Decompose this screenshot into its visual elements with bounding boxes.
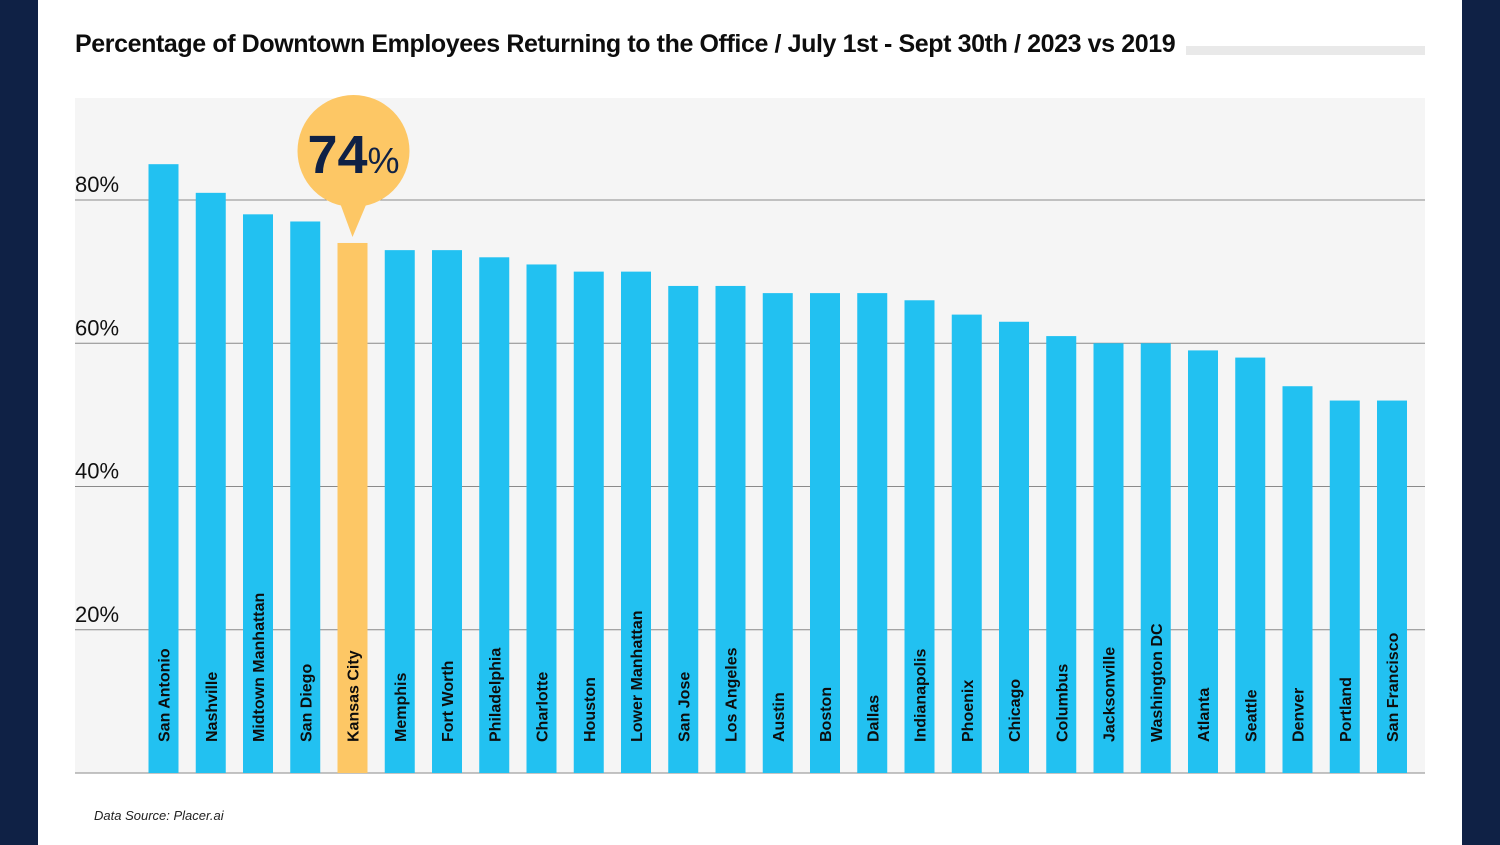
bar <box>762 293 793 773</box>
bar <box>715 285 746 773</box>
category-label: San Diego <box>298 664 315 742</box>
bar <box>1377 400 1407 773</box>
category-label: Indianapolis <box>913 649 930 742</box>
category-label: Denver <box>1291 688 1308 742</box>
bar <box>243 214 273 773</box>
bar <box>904 300 935 773</box>
category-label: San Jose <box>676 672 693 742</box>
bar <box>573 271 604 773</box>
category-label: Portland <box>1338 677 1355 742</box>
bar <box>1046 336 1077 773</box>
bar <box>148 164 179 773</box>
category-label: Austin <box>771 692 788 742</box>
category-label: Los Angeles <box>724 647 741 742</box>
bar <box>384 250 415 773</box>
chart-title: Percentage of Downtown Employees Returni… <box>75 30 1176 58</box>
y-tick-label: 20% <box>75 602 119 627</box>
category-label: Dallas <box>865 695 882 742</box>
category-label: Memphis <box>393 673 410 742</box>
category-label: Chicago <box>1007 679 1024 742</box>
bar <box>290 221 321 774</box>
bar-highlight <box>337 242 368 774</box>
category-label: Kansas City <box>346 650 363 742</box>
category-label: Nashville <box>204 672 221 742</box>
y-tick-labels: 20% 40% 60% 80% <box>75 172 119 627</box>
category-label: Fort Worth <box>440 661 457 742</box>
bar <box>668 285 699 773</box>
bar <box>1235 357 1266 773</box>
category-label: Washington DC <box>1149 623 1166 742</box>
category-label: Atlanta <box>1196 688 1213 742</box>
data-source-note: Data Source: Placer.ai <box>94 808 224 823</box>
category-label: Charlotte <box>535 672 552 742</box>
callout-number: 74 <box>307 125 367 185</box>
category-label: Seattle <box>1243 689 1260 742</box>
bar <box>857 293 888 773</box>
callout-unit: % <box>368 140 400 181</box>
bar <box>951 314 982 773</box>
title-rule <box>1186 46 1425 55</box>
callout-value: 74% <box>307 125 399 185</box>
bar <box>999 321 1029 773</box>
category-label: Midtown Manhattan <box>251 593 268 742</box>
bar <box>526 264 557 773</box>
category-label: Houston <box>582 677 599 742</box>
bar <box>479 257 510 773</box>
highlight-callout: 74% <box>297 95 410 237</box>
category-label: Columbus <box>1054 664 1071 742</box>
callout-pointer <box>338 199 369 237</box>
bar <box>1093 343 1124 773</box>
bar <box>195 192 226 773</box>
bar <box>432 250 462 773</box>
bar <box>1329 400 1360 773</box>
category-label: Lower Manhattan <box>629 610 646 742</box>
y-tick-label: 60% <box>75 315 119 340</box>
plot-background <box>75 98 1425 773</box>
category-label: Phoenix <box>960 680 977 742</box>
y-tick-label: 40% <box>75 459 119 484</box>
category-label: Jacksonville <box>1102 647 1119 742</box>
bar <box>810 293 840 773</box>
bar <box>621 271 651 773</box>
bar <box>1282 386 1313 773</box>
bars <box>148 164 1407 774</box>
category-label: San Francisco <box>1385 632 1402 742</box>
callout-bubble <box>297 95 410 207</box>
y-tick-label: 80% <box>75 172 119 197</box>
category-labels: San Antonio Nashville Midtown Manhattan San… <box>157 593 1403 742</box>
category-label: San Antonio <box>157 648 174 742</box>
bar <box>1140 343 1171 773</box>
bar <box>1188 350 1218 773</box>
category-label: Boston <box>818 687 835 742</box>
category-label: Philadelphia <box>487 648 504 742</box>
